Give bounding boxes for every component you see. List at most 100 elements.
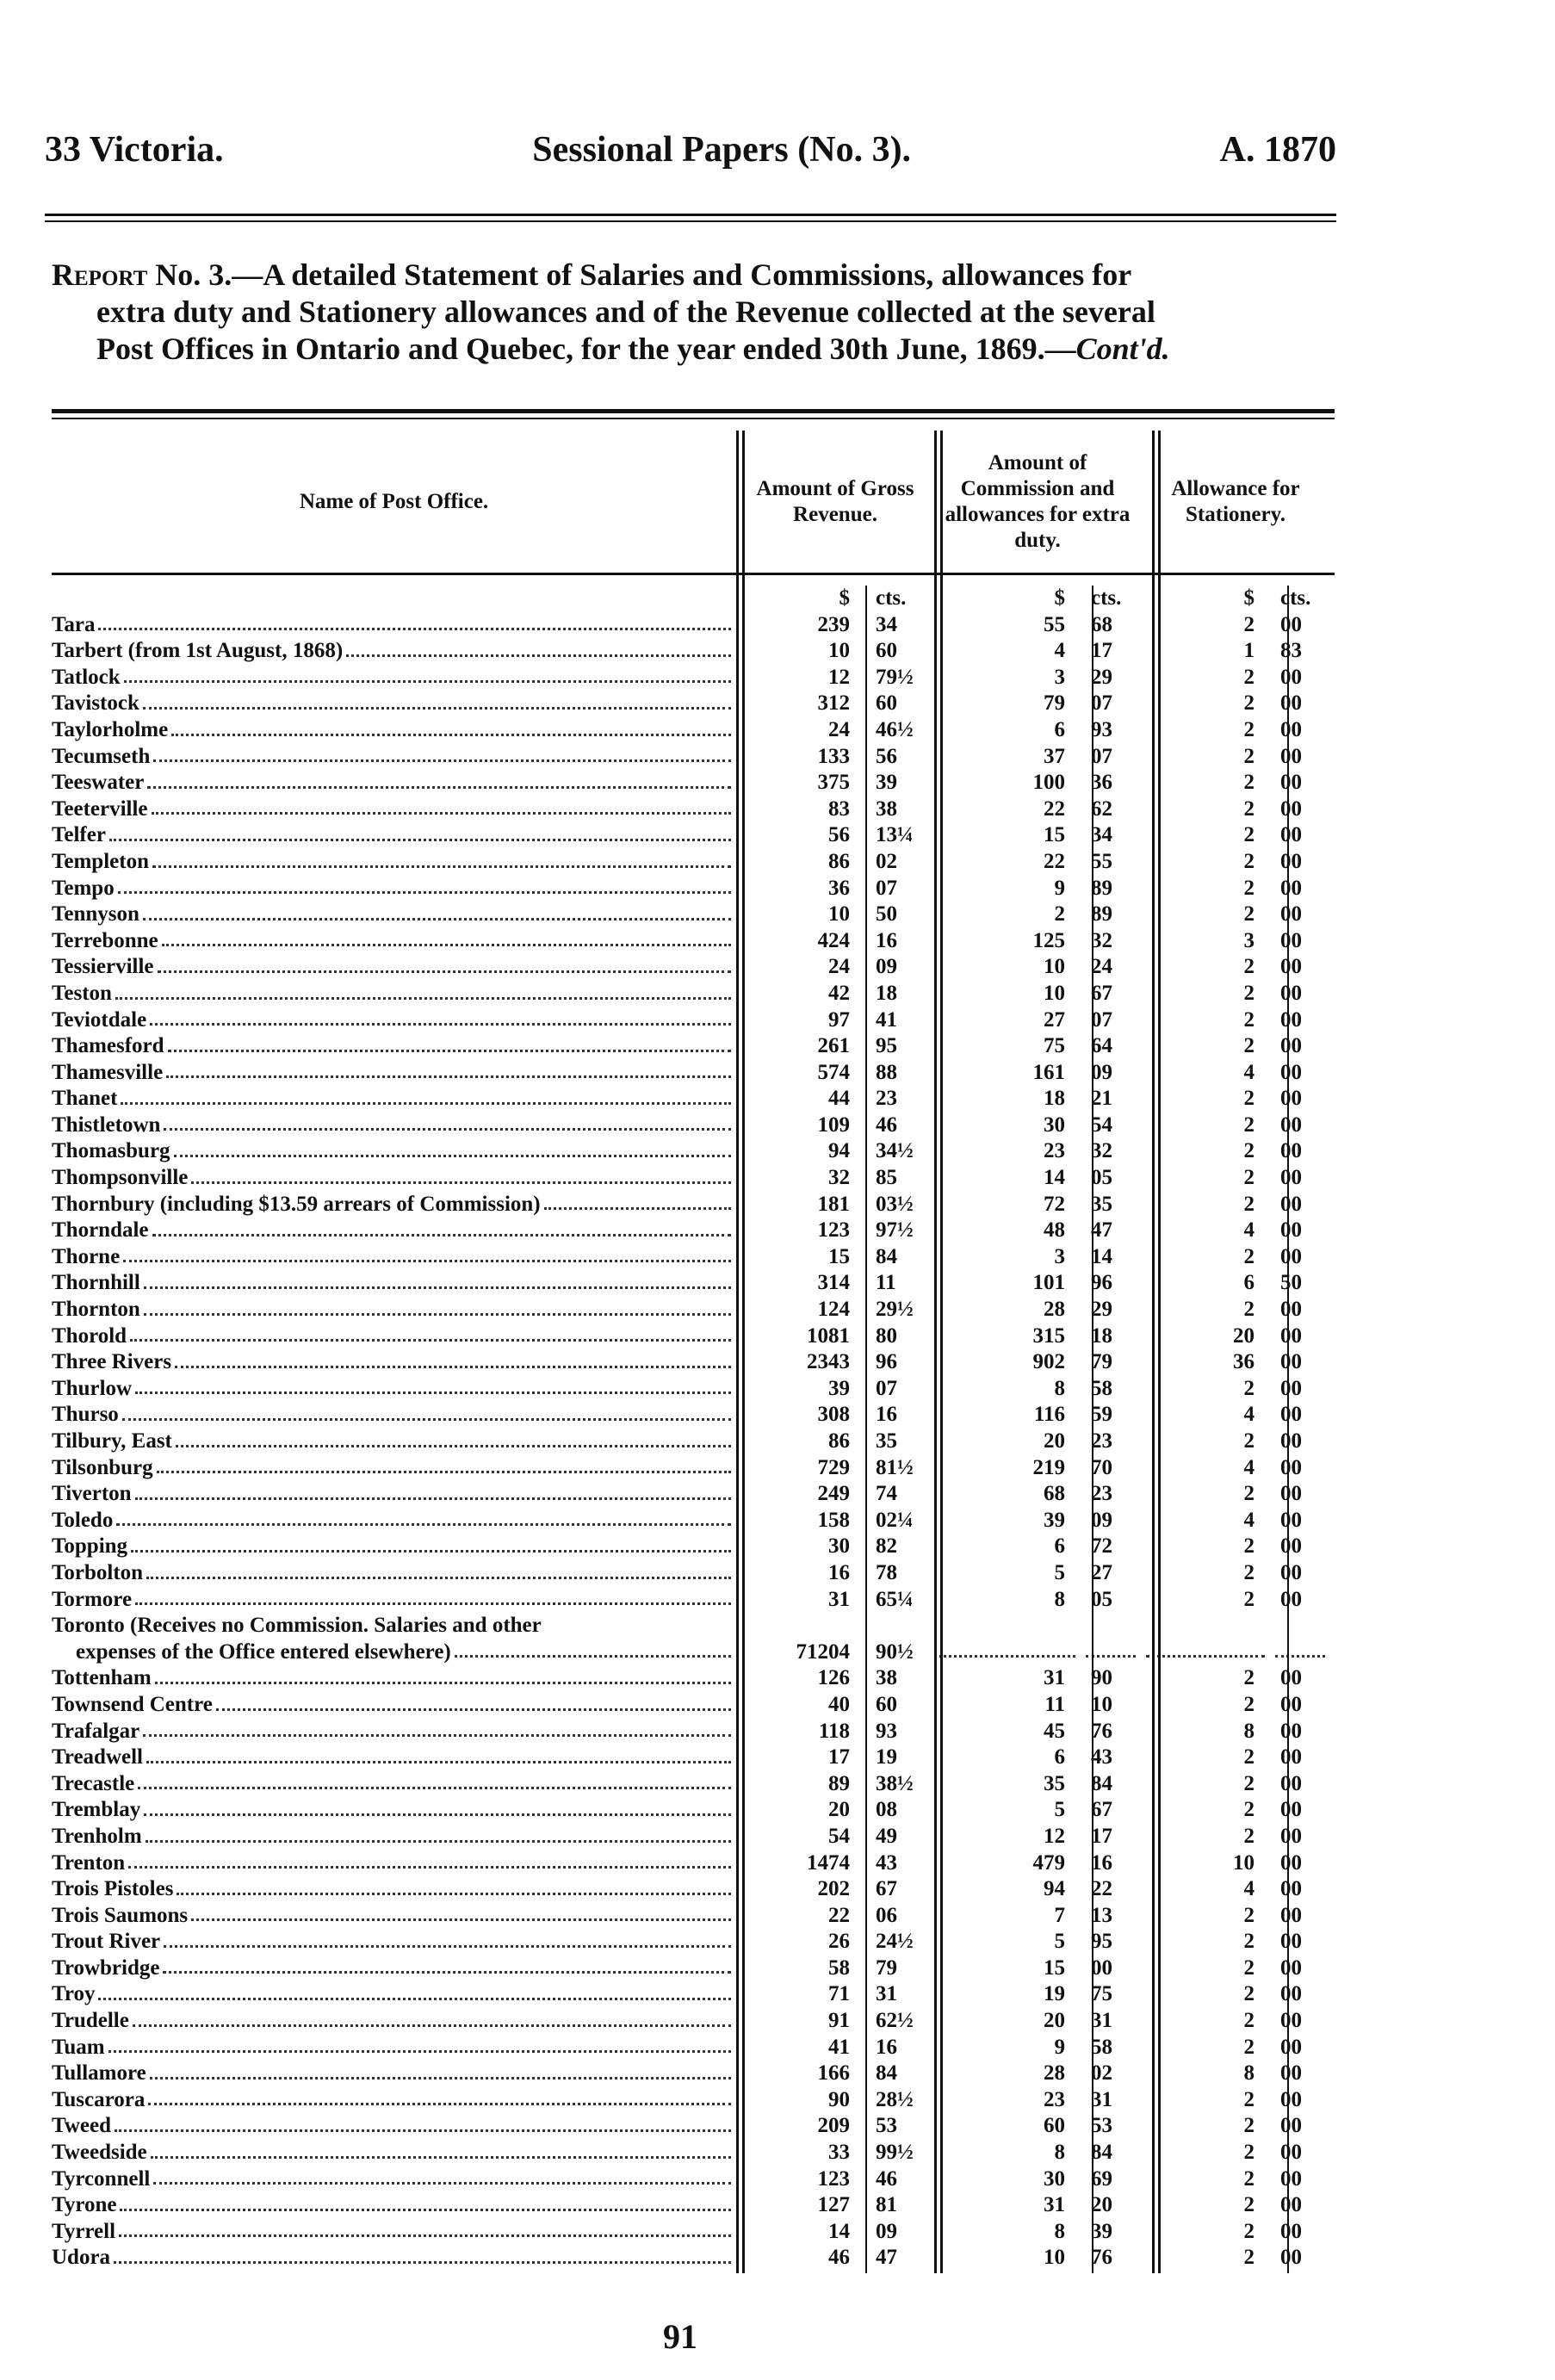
stationery-cents: 00 [1280,1350,1302,1374]
stationery-dollars: 2 [1243,2035,1255,2059]
dot-leader [115,981,731,1000]
commission-dollars: 60 [1044,2114,1065,2138]
gross-dollars [736,1613,865,1639]
commission-cents: 75 [1091,1982,1112,2006]
dot-leader [164,1929,731,1948]
commission-cents: 20 [1091,2193,1112,2217]
column-rule [940,431,943,2273]
gross-cents: 95 [876,1034,897,1058]
name-text: Tullamore [52,2061,146,2086]
post-office-name: Tavistock [52,691,736,717]
post-office-name: Tessierville [52,954,736,981]
name-text: Trout River [52,1930,161,1954]
dot-leader [138,1771,731,1790]
gross-dollars: 239 [817,612,851,636]
dot-leader [167,1033,731,1052]
commission-dollars: 10 [1044,955,1065,979]
commission-cents: 67 [1091,1798,1112,1822]
commission-dollars: 161 [1032,1060,1066,1084]
dot-leader [130,1323,731,1342]
commission-cents: 31 [1091,2087,1112,2111]
dollar-unit: $ [1243,586,1255,610]
post-office-name: Tuam [52,2035,736,2061]
commission-cents: 35 [1091,1192,1112,1216]
name-text: Tiverton [52,1482,132,1506]
commission-dollars: 116 [1033,1403,1065,1427]
stationery-cents: 00 [1280,928,1302,952]
gross-cents: 02¼ [876,1508,914,1532]
stationery-dollars: 2 [1243,2166,1255,2191]
gross-cents: 03½ [876,1192,914,1216]
post-office-table: Name of Post Office. Amount of Gross Rev… [52,431,1335,2272]
name-text: Trudelle [52,2009,129,2033]
dot-leader [215,1692,731,1711]
stationery-dollars: 36 [1233,1350,1255,1374]
column-rule [1158,431,1161,2273]
name-text: Teston [52,981,112,1005]
commission-cents: 36 [1091,771,1112,795]
report-title: Report No. 3.—A detailed Statement of Sa… [52,257,1343,368]
stationery-cents: 00 [1280,1482,1302,1506]
dot-leader [142,691,731,710]
commission-cents: 22 [1091,1877,1112,1901]
post-office-name: Trenton [52,1850,736,1877]
column-rule [1092,586,1093,2273]
gross-cents: 07 [876,1376,897,1400]
commission-cents: 96 [1091,1271,1112,1295]
commission-dollars: 8 [1054,1587,1066,1611]
stationery-dollars: 4 [1243,1508,1255,1532]
name-text: Three Rivers [52,1350,172,1374]
unit-spacer [52,586,736,612]
gross-dollars: 729 [817,1455,851,1479]
commission-cents: 39 [1091,2219,1112,2243]
gross-cents: 19 [876,1745,897,1770]
stationery-cents: 00 [1280,612,1302,636]
gross-dollars: 314 [817,1271,851,1295]
gross-cents: 28½ [876,2087,914,2111]
gross-cents: 65¼ [876,1587,914,1611]
stationery-cents: 00 [1280,2035,1302,2059]
stationery-dollars: 2 [1243,1930,1255,1954]
stationery-cents: 00 [1280,2114,1302,2138]
dot-leader [146,1745,731,1763]
gross-cents: 34 [876,612,897,636]
stationery-dollars: 2 [1243,1087,1255,1111]
stationery-dollars: 2 [1243,2246,1255,2270]
dot-leader [163,1955,731,1974]
stationery-cents: 00 [1280,1692,1302,1716]
post-office-name: Tyrone [52,2192,736,2219]
dot-leader [191,1903,731,1922]
name-text: Tyrone [52,2193,117,2217]
gross-cents: 46 [876,2166,897,2191]
commission-cents: 09 [1091,1508,1112,1532]
commission-dollars: 8 [1054,2219,1066,2243]
dot-leader [98,612,731,631]
gross-dollars: 109 [817,1113,851,1137]
gross-cents: 47 [876,2246,897,2270]
commission-cents: 32 [1091,928,1112,952]
dot-leader [152,849,731,868]
commission-dollars: 14 [1044,1166,1065,1190]
post-office-name: Tweed [52,2113,736,2140]
post-office-name: Trois Saumons [52,1903,736,1930]
column-rule [736,431,739,2273]
dot-leader [144,1797,731,1816]
stationery-cents: 00 [1280,2141,1302,2165]
gross-dollars: 20 [828,1798,850,1822]
dot-leader [143,1270,731,1290]
gross-dollars: 26 [828,1930,850,1954]
stationery-cents: 00 [1280,1877,1302,1901]
post-office-name: Teviotdale [52,1007,736,1034]
stationery-dollars: 2 [1243,717,1255,741]
commission-cents: 29 [1091,665,1112,689]
stationery-dollars: 2 [1243,1666,1255,1690]
commission-cents: 00 [1091,1955,1112,1980]
commission-cents: 07 [1091,744,1112,768]
post-office-name: Tarbert (from 1st August, 1868) [52,638,736,665]
stationery-dollars: 2 [1243,1113,1255,1137]
name-text: Tyrrell [52,2219,116,2243]
dot-leader [153,2166,731,2185]
commission-dollars: 10 [1044,981,1065,1005]
stationery-dollars: 2 [1243,849,1255,873]
commission-cents: 47 [1091,1218,1112,1243]
